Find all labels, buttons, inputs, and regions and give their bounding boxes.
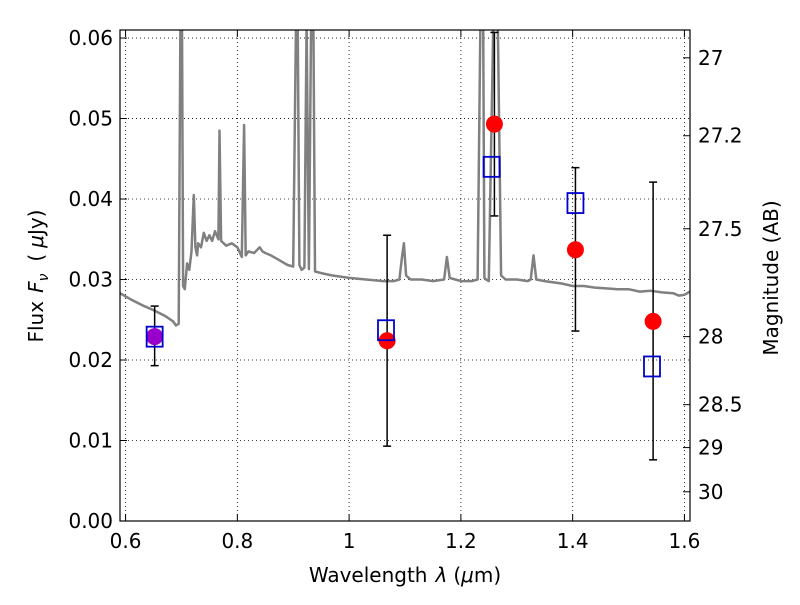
observed-point: [146, 328, 164, 346]
x-axis-label-symbol: λ: [434, 563, 447, 587]
x-tick-label: 1.6: [669, 529, 701, 553]
grid-layer: [120, 30, 690, 521]
model-box: [482, 155, 501, 178]
ticks-layer: 0.6 0.8 1 1.2 1.4 1.6 0.00 0.01 0.02 0.03 0.04 0.05…: [68, 26, 742, 553]
y2-tick-label: 27.5: [698, 217, 743, 241]
observed-points-layer: [146, 115, 662, 350]
y-tick-label: 0.05: [68, 107, 113, 131]
y2-tick-label: 28.5: [698, 393, 743, 417]
y-tick-label: 0.04: [68, 187, 113, 211]
x-axis-label-text: Wavelength: [309, 563, 428, 587]
model-box: [377, 319, 395, 342]
y-axis-label-unit-mu: μ: [24, 235, 48, 249]
observed-point: [485, 115, 503, 133]
x-axis-label-unit-rest: m): [474, 563, 501, 587]
observed-point: [644, 312, 662, 330]
y-tick-label: 0.03: [68, 268, 113, 292]
x-axis-label-unit-mu: μ: [460, 563, 474, 587]
observed-point: [566, 241, 584, 259]
y-tick-label: 0.01: [68, 429, 113, 453]
model-box: [566, 192, 585, 214]
y-axis-label-text: Flux: [24, 301, 48, 343]
model-box: [145, 325, 164, 348]
y2-tick-label: 27: [698, 46, 723, 70]
model-boxes-layer: [145, 155, 661, 378]
x-tick-label: 0.8: [221, 529, 253, 553]
y2-tick-label: 28: [698, 325, 723, 349]
x-tick-label: 1.2: [445, 529, 477, 553]
x-tick-label: 1: [343, 529, 356, 553]
x-tick-label: 1.4: [557, 529, 589, 553]
y-tick-label: 0.06: [68, 26, 113, 50]
x-axis-label: Wavelength λ (μm): [309, 563, 501, 587]
y-tick-label: 0.00: [68, 509, 113, 533]
y-axis-label-unit-open: (: [24, 254, 48, 262]
y-axis-label-symbol: F: [24, 281, 48, 293]
y-axis-label: Flux Fν ( μJy): [24, 209, 52, 342]
x-tick-label: 0.6: [110, 529, 142, 553]
y2-tick-label: 29: [698, 436, 723, 460]
y-axis-label-unit-rest: Jy): [24, 209, 48, 237]
y2-tick-label: 30: [698, 480, 723, 504]
y-axis-label-subscript: ν: [36, 273, 52, 281]
model-box: [643, 355, 661, 378]
y2-tick-label: 27.2: [698, 124, 743, 148]
y-tick-label: 0.02: [68, 348, 113, 372]
model-spectrum-line: [120, 30, 690, 327]
plot-frame: [119, 29, 691, 522]
plot-area: [120, 30, 690, 461]
y2-axis-label: Magnitude (AB): [759, 200, 783, 355]
x-axis-label-unit-open: (: [453, 563, 461, 587]
